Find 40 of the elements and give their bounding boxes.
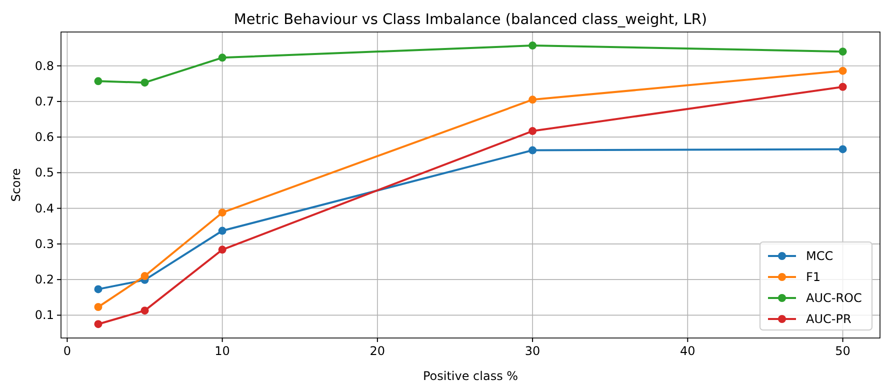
x-tick-label: 20 [370, 344, 386, 358]
legend-label: F1 [806, 270, 821, 284]
point [528, 127, 537, 136]
y-tick-label: 0.8 [34, 58, 54, 73]
y-tick-label: 0.6 [34, 130, 54, 144]
y-tick-label: 0.3 [34, 236, 54, 251]
point [140, 306, 149, 315]
legend-label: AUC-ROC [806, 291, 862, 305]
point [218, 246, 226, 254]
x-tick-label: 30 [524, 344, 540, 358]
y-tick-label: 0.7 [34, 94, 54, 108]
x-tick-label: 10 [214, 344, 230, 358]
point [218, 208, 226, 217]
point [218, 226, 226, 235]
point [140, 78, 149, 87]
point [94, 77, 102, 86]
point [94, 285, 102, 294]
legend-label: MCC [806, 249, 834, 263]
point [94, 320, 102, 328]
x-tick-label: 50 [835, 344, 850, 358]
chart-title: Metric Behaviour vs Class Imbalance (balanced class_weight, LR) [234, 12, 708, 28]
point [838, 145, 847, 154]
point [218, 54, 226, 62]
y-tick-label: 0.5 [34, 166, 54, 180]
point [838, 82, 847, 91]
point [838, 66, 847, 75]
x-axis-title: Positive class % [422, 369, 518, 383]
point [838, 48, 847, 56]
y-tick-label: 0.2 [34, 272, 54, 287]
point [528, 96, 537, 104]
x-tick-label: 40 [680, 344, 696, 358]
x-tick-label: 0 [63, 344, 72, 358]
point [140, 272, 149, 280]
legend-label: AUC-PR [806, 312, 852, 326]
y-tick-label: 0.4 [34, 201, 54, 216]
point [94, 303, 102, 312]
point [528, 146, 537, 154]
y-axis-title: Score [9, 168, 23, 202]
point [528, 42, 537, 50]
y-tick-label: 0.1 [34, 308, 54, 322]
